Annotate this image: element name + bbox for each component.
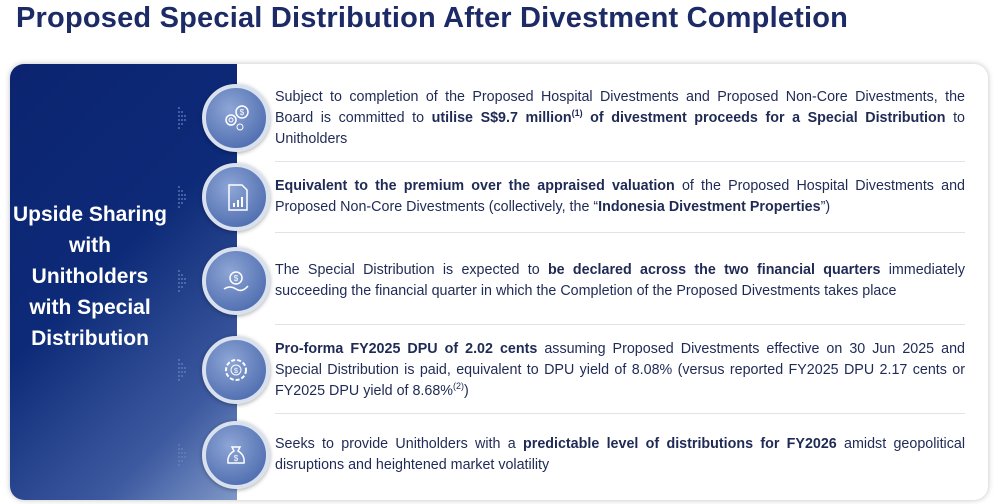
item-text: Seeks to provide Unitholders with a pred…: [275, 434, 965, 476]
item-text: Pro-forma FY2025 DPU of 2.02 cents assum…: [275, 339, 965, 402]
text-segment: be declared across the two financial qua…: [547, 262, 881, 278]
dotted-arrow-icon: [178, 443, 190, 467]
divider: [275, 161, 965, 162]
dotted-arrow-icon: [178, 358, 190, 382]
text-segment: Pro-forma FY2025 DPU of 2.02 cents: [275, 341, 538, 357]
dotted-arrow-icon: [178, 185, 190, 209]
side-panel: Upside Sharing with Unitholders with Spe…: [10, 64, 237, 500]
text-segment: amidst geopolitical disruptions and heig…: [275, 436, 965, 473]
dotted-arrow-icon: [178, 106, 190, 130]
money-bag-chart-icon: $: [202, 421, 270, 489]
text-segment: Seeks to provide Unitholders with a: [275, 436, 524, 452]
item-text: Subject to completion of the Proposed Ho…: [275, 87, 965, 150]
dotted-arrow-icon: [178, 269, 190, 293]
svg-text:$: $: [234, 368, 238, 375]
item-text: Equivalent to the premium over the appra…: [275, 176, 965, 218]
gear-coin-icon: $: [202, 336, 270, 404]
valuation-document-icon: [202, 163, 270, 231]
svg-text:$: $: [234, 274, 239, 283]
svg-text:$: $: [234, 454, 239, 463]
text-segment: of divestment proceeds for a Special Dis…: [582, 110, 946, 126]
text-segment: Indonesia Divestment Properties: [598, 199, 821, 215]
divider: [275, 324, 965, 325]
gear-dollar-icon: $: [202, 84, 270, 152]
footnote-ref: (2): [453, 381, 465, 392]
text-segment: ): [464, 383, 469, 399]
item-text: The Special Distribution is expected to …: [275, 260, 965, 302]
text-segment: Subject to completion of the Proposed Ho…: [275, 89, 965, 126]
text-segment: utilise S$9.7 million: [431, 110, 572, 126]
hand-money-icon: $: [202, 247, 270, 315]
text-segment: immediately succeeding the financial qua…: [275, 262, 965, 299]
divider: [275, 413, 965, 414]
text-segment: of the Proposed Hospital Divestments and…: [275, 178, 965, 215]
panel-heading: Upside Sharing with Unitholders with Spe…: [12, 203, 168, 350]
content-card: Upside Sharing with Unitholders with Spe…: [10, 64, 988, 500]
text-segment: The Special Distribution is expected to: [275, 262, 548, 278]
text-segment: Equivalent to the premium over the appra…: [275, 178, 675, 194]
footnote-ref: (1): [571, 108, 583, 119]
text-segment: to Unitholders: [275, 110, 965, 147]
text-segment: predictable level of distributions for F…: [523, 436, 837, 452]
text-segment: assuming Proposed Divestments effective …: [275, 341, 966, 399]
page-title: Proposed Special Distribution After Dive…: [16, 2, 849, 34]
svg-text:$: $: [240, 108, 245, 117]
divider: [275, 232, 965, 233]
text-segment: ”): [820, 199, 831, 215]
